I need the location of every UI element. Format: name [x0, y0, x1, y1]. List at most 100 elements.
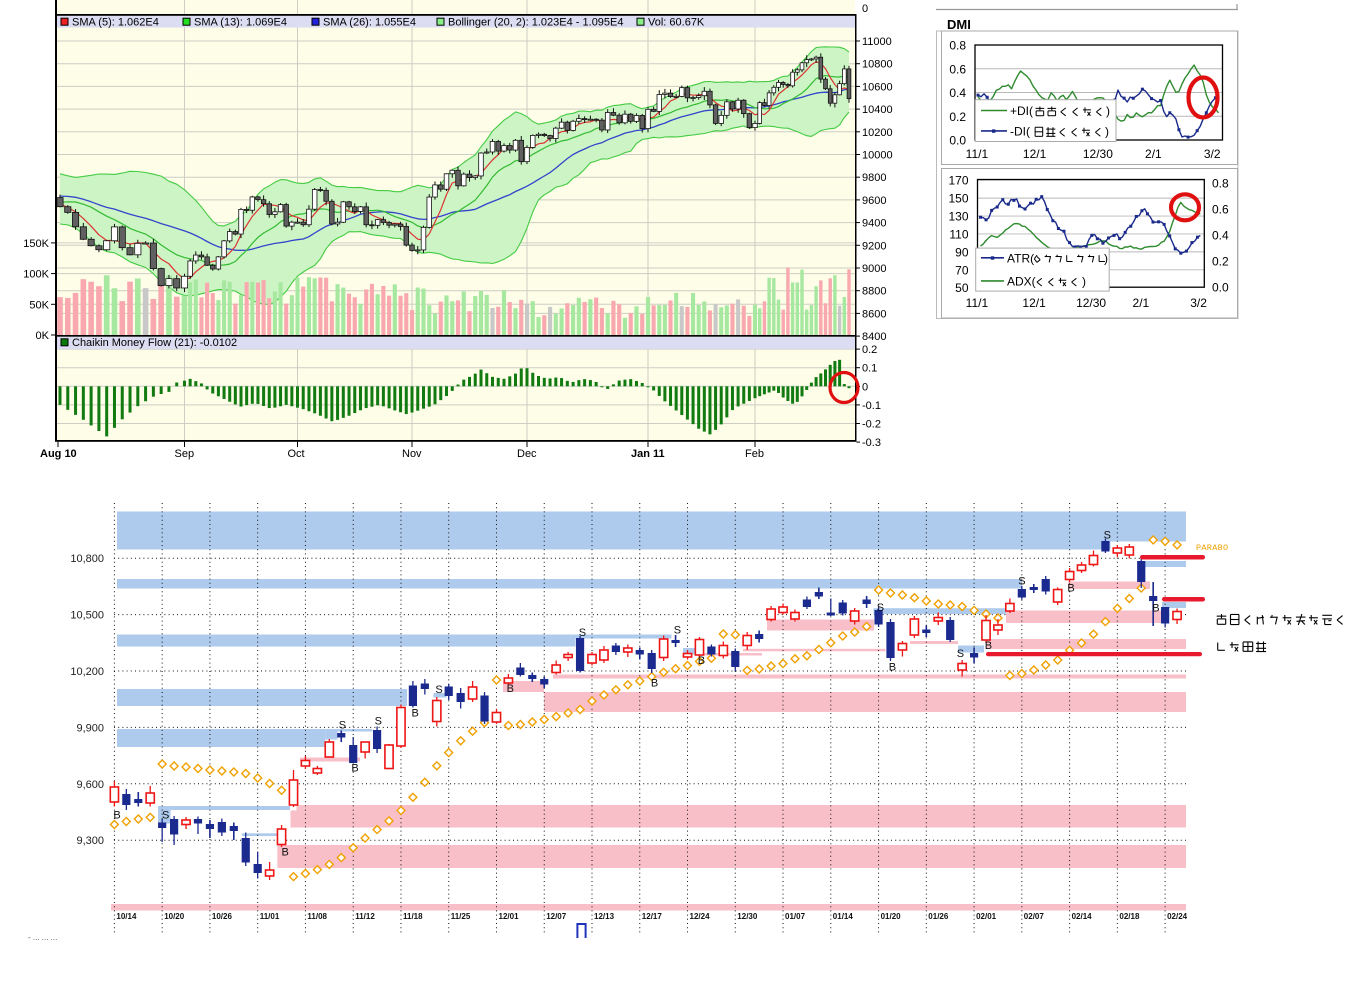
svg-text:Aug 10: Aug 10 — [40, 448, 77, 460]
svg-text:B: B — [412, 707, 419, 719]
svg-text:B: B — [889, 661, 896, 673]
svg-text:S: S — [877, 602, 884, 614]
svg-text:50K: 50K — [29, 299, 49, 311]
svg-text:): ) — [1104, 251, 1108, 265]
svg-text:SMA (5): 1.062E4: SMA (5): 1.062E4 — [72, 17, 159, 29]
svg-text:10000: 10000 — [862, 150, 893, 162]
svg-text:): ) — [1106, 104, 1110, 118]
svg-text:B: B — [113, 810, 120, 822]
svg-text:S: S — [435, 684, 442, 696]
svg-text:9800: 9800 — [862, 172, 886, 184]
svg-text:10/14: 10/14 — [116, 912, 137, 921]
svg-text:8800: 8800 — [862, 286, 886, 298]
svg-text:10400: 10400 — [862, 104, 893, 116]
svg-text:PARABO: PARABO — [1196, 543, 1228, 553]
svg-text:0.1: 0.1 — [862, 363, 877, 375]
svg-text:01/26: 01/26 — [928, 912, 949, 921]
svg-text:B: B — [985, 640, 992, 652]
svg-text:02/24: 02/24 — [1167, 912, 1188, 921]
svg-text:11/25: 11/25 — [451, 912, 471, 921]
svg-text:8400: 8400 — [862, 331, 886, 343]
svg-text:10200: 10200 — [862, 127, 893, 139]
svg-text:11/12: 11/12 — [355, 912, 375, 921]
svg-text:11/1: 11/1 — [966, 296, 989, 310]
svg-text:9000: 9000 — [862, 263, 886, 275]
svg-text:-DI(: -DI( — [1010, 124, 1030, 138]
svg-text:Bollinger (20, 2): 1.023E4 - 1: Bollinger (20, 2): 1.023E4 - 1.095E4 — [448, 17, 624, 29]
svg-text:150: 150 — [948, 192, 968, 206]
svg-text:11/08: 11/08 — [307, 912, 327, 921]
svg-text:02/18: 02/18 — [1119, 912, 1140, 921]
svg-text:02/07: 02/07 — [1024, 912, 1045, 921]
svg-text:170: 170 — [948, 174, 968, 188]
svg-text:SMA (26): 1.055E4: SMA (26): 1.055E4 — [323, 17, 416, 29]
svg-text:12/30: 12/30 — [737, 912, 758, 921]
svg-text:0.2: 0.2 — [862, 344, 877, 356]
svg-text:01/20: 01/20 — [881, 912, 902, 921]
svg-text:12/24: 12/24 — [690, 912, 711, 921]
svg-text:10,500: 10,500 — [70, 610, 104, 622]
svg-text:0.4: 0.4 — [949, 86, 966, 100]
svg-text:B: B — [651, 677, 658, 689]
svg-text:S: S — [1018, 576, 1025, 588]
svg-text:0.6: 0.6 — [1212, 203, 1229, 217]
svg-text:Jan 11: Jan 11 — [631, 448, 665, 460]
svg-text:Feb: Feb — [745, 448, 764, 460]
svg-text:S: S — [579, 627, 586, 639]
svg-text:11/01: 11/01 — [260, 912, 280, 921]
svg-text:11/18: 11/18 — [403, 912, 423, 921]
svg-text:ATR(: ATR( — [1007, 251, 1034, 265]
svg-text:9600: 9600 — [862, 195, 886, 207]
svg-text:10800: 10800 — [862, 59, 893, 71]
svg-text:0.8: 0.8 — [949, 39, 966, 53]
svg-text:11/1: 11/1 — [966, 147, 989, 161]
svg-text:8600: 8600 — [862, 308, 886, 320]
svg-text:2/1: 2/1 — [1145, 147, 1162, 161]
svg-text:50: 50 — [955, 281, 969, 295]
svg-text:B: B — [507, 683, 514, 695]
svg-text:0: 0 — [862, 381, 868, 393]
svg-text:10,800: 10,800 — [70, 553, 104, 565]
svg-text:12/30: 12/30 — [1083, 147, 1113, 161]
svg-text:0.0: 0.0 — [1212, 281, 1229, 295]
svg-text:0K: 0K — [36, 330, 50, 342]
svg-text:S: S — [674, 624, 681, 636]
svg-text:B: B — [1152, 603, 1159, 615]
svg-text:12/07: 12/07 — [546, 912, 567, 921]
svg-text:+DI(: +DI( — [1010, 104, 1033, 118]
svg-text:Chaikin Money Flow (21): -0.01: Chaikin Money Flow (21): -0.0102 — [72, 337, 237, 349]
svg-text:0.0: 0.0 — [949, 134, 966, 148]
svg-text:Dec: Dec — [517, 448, 537, 460]
svg-text:S: S — [162, 810, 169, 822]
svg-text:Sep: Sep — [175, 448, 195, 460]
svg-text:12/13: 12/13 — [594, 912, 615, 921]
svg-text:DMI: DMI — [947, 17, 971, 32]
svg-text:-0.1: -0.1 — [862, 400, 881, 412]
svg-text:02/01: 02/01 — [976, 912, 997, 921]
svg-text:12/01: 12/01 — [499, 912, 520, 921]
svg-text:10600: 10600 — [862, 81, 893, 93]
svg-text:-0.3: -0.3 — [862, 437, 881, 449]
svg-text:B: B — [1067, 583, 1074, 595]
svg-text:-0.2: -0.2 — [862, 419, 881, 431]
svg-text:S: S — [375, 716, 382, 728]
svg-text:01/14: 01/14 — [833, 912, 854, 921]
svg-text:9200: 9200 — [862, 240, 886, 252]
svg-text:12/30: 12/30 — [1076, 296, 1106, 310]
svg-text:9,600: 9,600 — [76, 779, 104, 791]
svg-text:B: B — [351, 763, 358, 775]
svg-text:12/1: 12/1 — [1022, 296, 1046, 310]
svg-text:S: S — [1104, 530, 1111, 542]
svg-text:0.4: 0.4 — [1212, 229, 1229, 243]
svg-text:Vol: 60.67K: Vol: 60.67K — [648, 17, 705, 29]
svg-text:10/20: 10/20 — [164, 912, 185, 921]
svg-text:B: B — [698, 655, 705, 667]
svg-text:9,900: 9,900 — [76, 722, 104, 734]
svg-text:150K: 150K — [23, 238, 49, 250]
svg-text:10/26: 10/26 — [212, 912, 233, 921]
svg-text:70: 70 — [955, 263, 969, 277]
svg-text:): ) — [1082, 274, 1086, 288]
svg-text:3/2: 3/2 — [1204, 147, 1221, 161]
svg-text:12/1: 12/1 — [1023, 147, 1047, 161]
svg-text:2/1: 2/1 — [1133, 296, 1150, 310]
